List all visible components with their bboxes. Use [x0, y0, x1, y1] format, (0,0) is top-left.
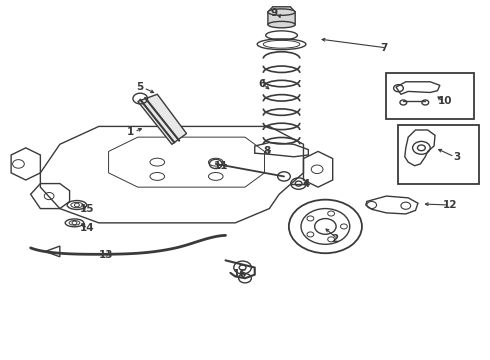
Text: 8: 8 [263, 147, 270, 157]
Text: 9: 9 [270, 8, 278, 18]
Text: 3: 3 [453, 152, 461, 162]
Text: 14: 14 [79, 223, 94, 233]
Bar [398, 125, 479, 184]
Text: 7: 7 [380, 43, 388, 53]
Text: 5: 5 [137, 82, 144, 92]
Text: 6: 6 [258, 78, 266, 89]
Ellipse shape [268, 9, 295, 15]
Text: 11: 11 [213, 161, 228, 171]
Ellipse shape [268, 21, 295, 28]
Text: 15: 15 [79, 203, 94, 213]
Polygon shape [268, 7, 295, 24]
Text: 12: 12 [442, 200, 457, 210]
Polygon shape [138, 94, 187, 144]
Text: 1: 1 [127, 127, 134, 137]
Text: 13: 13 [99, 250, 113, 260]
Text: 4: 4 [302, 179, 310, 189]
Text: 10: 10 [438, 96, 452, 107]
Bar [386, 73, 474, 119]
Text: 2: 2 [332, 234, 339, 244]
Text: 16: 16 [233, 269, 247, 279]
